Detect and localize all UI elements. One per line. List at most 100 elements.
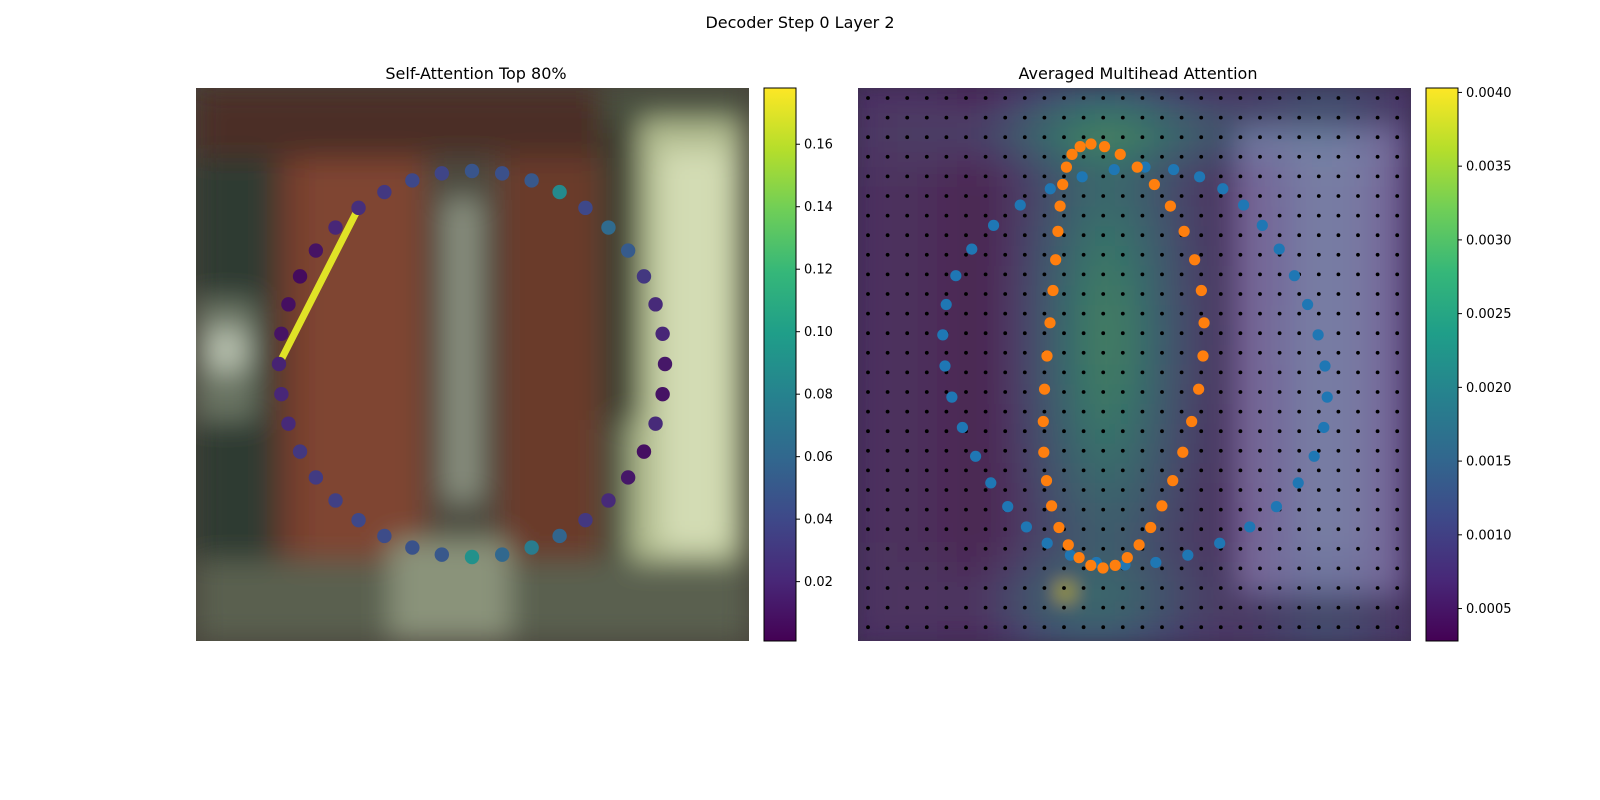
orange-point: [1054, 200, 1066, 212]
grid-dot: [1160, 527, 1164, 532]
grid-dot: [944, 527, 949, 532]
grid-dot: [1160, 370, 1164, 375]
grid-dot: [944, 390, 949, 394]
grid-dot: [1081, 448, 1086, 453]
grid-dot: [1179, 96, 1184, 100]
grid-dot: [866, 292, 870, 296]
grid-dot: [944, 213, 949, 218]
grid-dot: [1336, 115, 1341, 120]
grid-dot: [1120, 586, 1125, 590]
grid-dot: [983, 488, 988, 492]
blue-points: [937, 161, 1333, 571]
grid-dot: [1258, 409, 1262, 414]
grid-dot: [1336, 252, 1341, 257]
grid-dot: [1101, 546, 1106, 551]
grid-dot: [905, 213, 910, 218]
grid-dot: [1218, 331, 1223, 336]
grid-dot: [1101, 625, 1106, 630]
grid-dot: [944, 233, 949, 238]
blue-point: [1064, 549, 1077, 561]
grid-dot: [1160, 468, 1164, 473]
right-background-photo: [858, 88, 1411, 641]
self-attention-point: [636, 444, 652, 459]
grid-dot: [1199, 233, 1204, 238]
grid-dot: [1140, 507, 1145, 512]
grid-dot: [1277, 468, 1282, 473]
grid-dot: [1120, 625, 1125, 630]
grid-dot: [944, 605, 949, 610]
grid-dot: [1140, 566, 1145, 571]
grid-dot: [1062, 194, 1066, 198]
grid-dot: [1356, 311, 1360, 316]
grid-dot: [1101, 252, 1106, 257]
grid-dot: [1336, 154, 1341, 159]
grid-dot: [1140, 409, 1145, 414]
grid-dot: [1140, 174, 1145, 179]
self-attention-point: [655, 386, 670, 402]
grid-dot: [1375, 154, 1380, 159]
grid-dot: [1395, 546, 1400, 551]
grid-dot: [1356, 488, 1360, 492]
attention-line: [275, 206, 362, 366]
grid-dot: [1336, 96, 1341, 100]
grid-dot: [964, 292, 968, 296]
grid-dot: [1022, 350, 1027, 355]
grid-dot: [1238, 546, 1243, 551]
grid-dot: [1179, 546, 1184, 551]
grid-dot: [1120, 292, 1125, 296]
grid-dot: [1081, 625, 1086, 630]
self-attention-point: [655, 326, 670, 342]
grid-dot: [1297, 174, 1302, 179]
grid-dot: [1277, 292, 1282, 296]
grid-dot: [1042, 409, 1047, 414]
grid-dot: [1316, 605, 1321, 610]
blue-point: [1139, 161, 1151, 173]
grid-dot: [983, 135, 988, 140]
grid-dot: [1238, 96, 1243, 100]
grid-dot: [983, 331, 988, 336]
grid-dot: [1062, 566, 1066, 571]
grid-dot: [1042, 194, 1047, 198]
orange-point: [1098, 141, 1111, 153]
self-attention-point: [405, 540, 420, 555]
grid-dot: [1140, 213, 1145, 218]
grid-dot: [905, 370, 910, 375]
grid-dot: [1101, 527, 1106, 532]
grid-dot: [1120, 96, 1125, 100]
grid-dot: [885, 527, 890, 532]
grid-dot: [1238, 213, 1243, 218]
grid-dot: [1101, 292, 1106, 296]
grid-dot: [1101, 213, 1106, 218]
grid-dot: [1003, 390, 1008, 394]
grid-dot: [1022, 370, 1027, 375]
grid-dot: [1199, 507, 1204, 512]
grid-dot: [1316, 135, 1321, 140]
grid-dot: [1199, 605, 1204, 610]
grid-dot: [1356, 213, 1360, 218]
grid-dot: [1081, 527, 1086, 532]
grid-dot: [866, 507, 870, 512]
blue-point: [1318, 421, 1330, 434]
grid-dot: [1218, 115, 1223, 120]
grid-dot: [1277, 154, 1282, 159]
orange-point: [1038, 383, 1051, 395]
grid-dot: [1003, 468, 1008, 473]
grid-dot: [1218, 390, 1223, 394]
grid-dot: [1199, 370, 1204, 375]
grid-dot: [1238, 409, 1243, 414]
multihead-colorbar-tick-label: 0.0020: [1466, 381, 1512, 396]
grid-dot: [1179, 429, 1184, 434]
grid-dot: [1218, 292, 1223, 296]
grid-dot: [924, 507, 929, 512]
grid-dot: [944, 586, 949, 590]
grid-dot: [1375, 507, 1380, 512]
grid-dot: [1297, 213, 1302, 218]
grid-dot: [983, 96, 988, 100]
grid-dot: [983, 154, 988, 159]
grid-dot: [1356, 605, 1360, 610]
blue-point: [1020, 521, 1033, 533]
grid-dot: [1160, 566, 1164, 571]
grid-dot: [1199, 272, 1204, 277]
grid-dot: [1258, 272, 1262, 277]
grid-dot: [885, 448, 890, 453]
